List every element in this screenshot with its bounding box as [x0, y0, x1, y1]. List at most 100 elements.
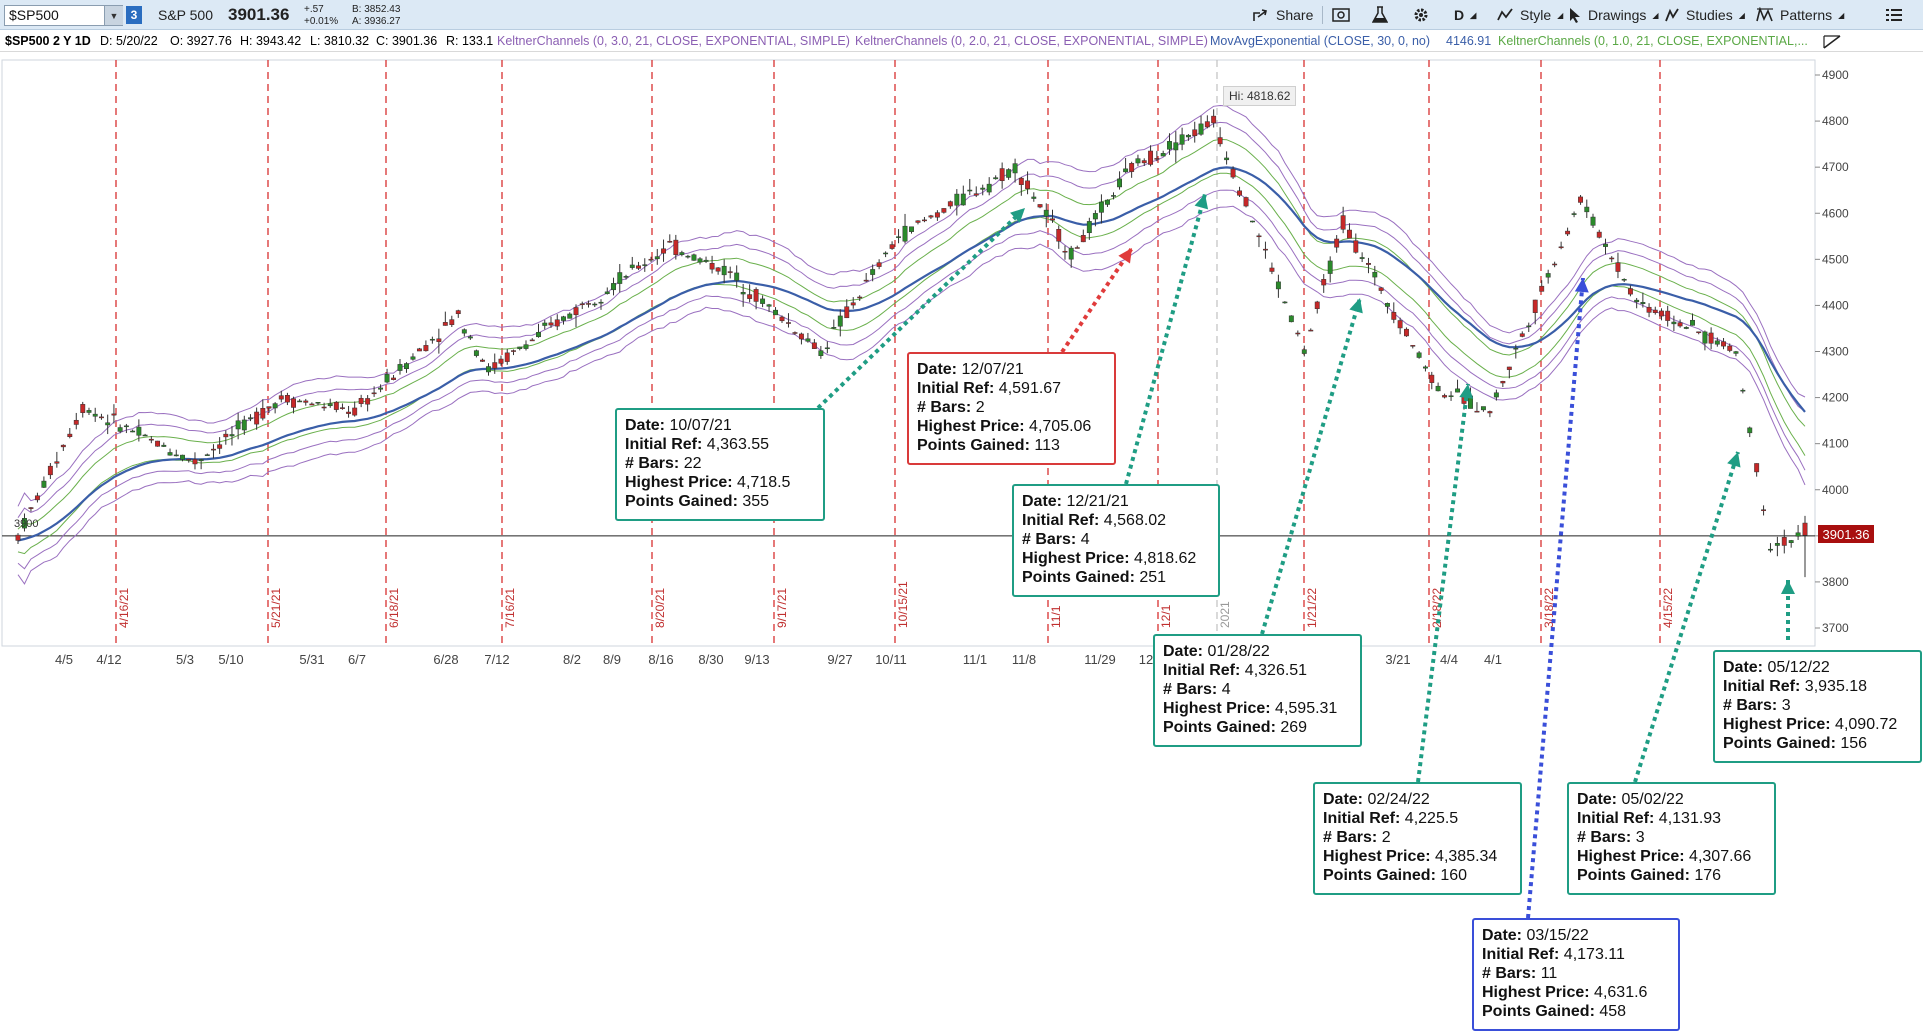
x-axis-tick-label: 6/7 [348, 652, 366, 667]
candle-body [1092, 213, 1098, 220]
x-axis-tick-label: 9/27 [827, 652, 852, 667]
net-change: +.57 [304, 3, 324, 15]
x-axis-tick-label: 7/12 [484, 652, 509, 667]
candle-body [598, 301, 604, 304]
candle-body [492, 362, 498, 369]
symbol-input[interactable]: $SP500 [4, 5, 123, 26]
candle-body [1340, 215, 1346, 230]
candle-body [611, 283, 616, 291]
settings-button[interactable] [1412, 4, 1430, 26]
candle-body [22, 518, 27, 529]
aggregation-button[interactable]: D ◢ [1454, 7, 1477, 23]
share-button[interactable]: Share [1252, 4, 1313, 26]
candle-body [850, 302, 856, 306]
snapshot-button[interactable] [1332, 4, 1350, 26]
last-price-tag: 3901.36 [1818, 525, 1874, 543]
candle-body [161, 444, 167, 447]
candle-body [1148, 150, 1154, 165]
candle-body [1671, 321, 1677, 325]
menu-button[interactable] [1886, 4, 1902, 26]
candle-body [1050, 218, 1055, 221]
candle-body [1086, 221, 1092, 234]
candle-body [511, 350, 516, 352]
candle-body [1327, 260, 1333, 274]
candle-body [1500, 380, 1506, 384]
candle-body [679, 252, 685, 255]
candle-body [303, 400, 309, 403]
y-axis-tick-label: 4400 [1822, 298, 1849, 312]
study-ema-30[interactable]: MovAvgExponential (CLOSE, 30, 0, no) [1210, 34, 1431, 48]
candle-body [223, 433, 229, 438]
candle-body [1435, 385, 1441, 392]
y-axis-tick-label: 4800 [1822, 114, 1849, 128]
candle-body [235, 420, 241, 430]
candle-body [423, 345, 429, 352]
studies-button[interactable]: Studies ◢ [1664, 4, 1745, 26]
candle-body [1526, 325, 1532, 328]
candle-body [805, 338, 811, 342]
high-marker-label: Hi: 4818.62 [1223, 86, 1297, 106]
candle-body [1288, 315, 1294, 323]
candle-body [529, 339, 535, 342]
flask-button[interactable] [1372, 4, 1388, 26]
symbol-dropdown-chevron-icon[interactable]: ▼ [104, 6, 123, 25]
candle-body [1552, 263, 1558, 266]
candle-body [41, 480, 47, 488]
x-axis-tick-label: 5/10 [218, 652, 243, 667]
aggregation-label: D [1454, 7, 1465, 23]
candle-body [198, 459, 204, 462]
candle-body [404, 363, 409, 369]
candle-body [1802, 522, 1808, 536]
candle-body [99, 416, 104, 419]
candle-body [1243, 197, 1249, 207]
candle-body [1314, 301, 1320, 309]
candle-body [80, 404, 86, 413]
vertical-marker-label: 4/15/22 [1661, 588, 1675, 628]
candle-body [1487, 411, 1493, 414]
patterns-button[interactable]: Patterns ◢ [1756, 4, 1844, 26]
candle-body [811, 342, 817, 349]
candle-body [1578, 196, 1583, 203]
candle-body [691, 254, 697, 261]
candle-body [155, 440, 161, 447]
candle-body [309, 403, 315, 406]
drawing-line-icon[interactable] [1822, 33, 1842, 51]
candle-body [391, 377, 396, 380]
link-group-badge[interactable]: 3 [126, 6, 142, 24]
candle-body [747, 294, 753, 299]
candle-body [798, 333, 804, 340]
candle-body [1006, 169, 1012, 178]
candle-body [260, 408, 266, 419]
study-keltner-1[interactable]: KeltnerChannels (0, 1.0, 21, CLOSE, EXPO… [1498, 34, 1808, 48]
candle-body [1250, 220, 1255, 223]
candle-body [896, 236, 902, 238]
vertical-marker-label: 5/21/21 [269, 588, 283, 628]
candle-body [192, 459, 198, 465]
y-axis-tick-label: 4100 [1822, 437, 1849, 451]
candle-body [346, 411, 352, 414]
study-keltner-3[interactable]: KeltnerChannels (0, 3.0, 21, CLOSE, EXPO… [497, 34, 850, 48]
study-keltner-2[interactable]: KeltnerChannels (0, 2.0, 21, CLOSE, EXPO… [855, 34, 1208, 48]
candle-body [442, 322, 448, 326]
vertical-marker-label: 12/1 [1159, 604, 1173, 628]
candle-body [604, 291, 610, 294]
candle-body [1768, 548, 1773, 551]
candle-body [1167, 141, 1172, 150]
x-axis-tick-label: 8/30 [698, 652, 723, 667]
callout-box: Date: 12/07/21 Initial Ref: 4,591.67 # B… [907, 352, 1116, 465]
candle-body [1513, 347, 1519, 350]
candle-body [1652, 309, 1658, 313]
y-axis-tick-label: 3700 [1822, 621, 1849, 635]
candle-body [1659, 310, 1664, 317]
style-button[interactable]: Style ◢ [1496, 4, 1563, 26]
candle-body [340, 407, 345, 409]
drawings-button[interactable]: Drawings ◢ [1568, 4, 1659, 26]
patterns-label: Patterns [1780, 7, 1833, 23]
y-axis-tick-label: 4600 [1822, 206, 1849, 220]
callout-arrow-head [1459, 384, 1474, 399]
candle-body [824, 347, 830, 350]
candle-body [561, 316, 566, 321]
candle-body [1721, 341, 1726, 347]
vertical-marker-label: 10/15/21 [896, 581, 910, 628]
candle-body [915, 220, 921, 223]
